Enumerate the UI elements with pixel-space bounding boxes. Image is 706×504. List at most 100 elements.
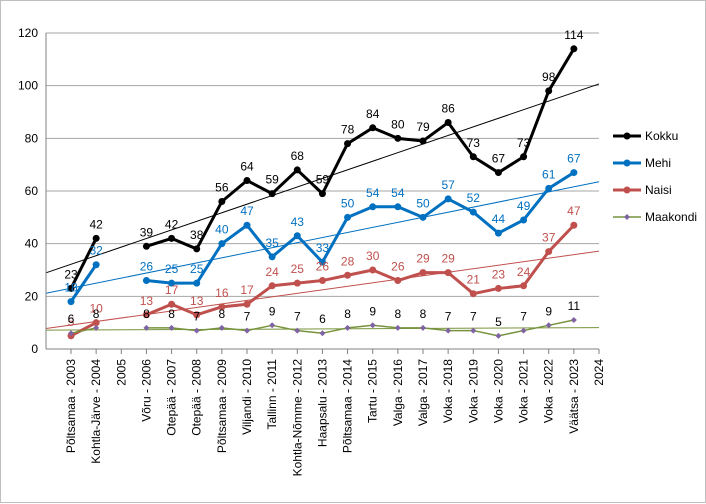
data-label-naisi: 30 — [366, 249, 380, 263]
x-tick-label: Väätsa - 2023 — [567, 359, 581, 434]
x-tick-label: Põltsamaa - 2009 — [215, 359, 229, 453]
data-label-maakondi: 8 — [168, 307, 175, 321]
data-label-naisi: 26 — [316, 260, 330, 274]
series-line-naisi — [145, 224, 575, 317]
data-label-naisi: 37 — [542, 231, 556, 245]
data-label-kokku: 38 — [190, 228, 204, 242]
data-label-kokku: 73 — [467, 136, 481, 150]
data-point-kokku — [243, 176, 251, 184]
data-point-maakondi — [294, 327, 301, 334]
legend-marker-mehi — [623, 159, 631, 167]
data-label-naisi: 24 — [265, 265, 279, 279]
series-line-mehi — [69, 263, 98, 303]
y-tick-label: 120 — [18, 26, 38, 40]
data-label-maakondi: 8 — [93, 307, 100, 321]
data-label-maakondi: 8 — [344, 307, 351, 321]
data-label-mehi: 40 — [215, 223, 229, 237]
data-point-mehi — [193, 279, 201, 287]
data-point-mehi — [469, 208, 477, 216]
data-label-maakondi: 7 — [294, 310, 301, 324]
data-point-mehi — [92, 261, 100, 269]
trendline-mehi — [45, 181, 600, 294]
data-point-maakondi — [269, 322, 276, 329]
data-label-naisi: 17 — [165, 283, 179, 297]
data-point-mehi — [67, 298, 75, 306]
data-label-kokku: 59 — [316, 173, 330, 187]
data-label-kokku: 84 — [366, 107, 380, 121]
trendline-kokku — [45, 83, 600, 274]
data-point-naisi — [369, 266, 377, 274]
x-tick-label: Haapsalu - 2013 — [315, 359, 329, 447]
y-tick-label: 80 — [25, 131, 39, 145]
data-label-maakondi: 8 — [420, 307, 427, 321]
data-point-kokku — [268, 190, 276, 198]
data-point-maakondi — [93, 324, 100, 331]
data-point-kokku — [545, 87, 553, 95]
data-point-kokku — [168, 234, 176, 242]
data-point-mehi — [444, 195, 452, 203]
data-point-kokku — [394, 134, 402, 142]
series-line-mehi — [146, 171, 575, 285]
data-label-kokku: 73 — [517, 136, 531, 150]
data-label-naisi: 47 — [567, 204, 581, 218]
data-label-maakondi: 9 — [545, 304, 552, 318]
data-point-kokku — [494, 169, 502, 177]
data-label-kokku: 64 — [240, 159, 254, 173]
data-label-naisi: 13 — [190, 294, 204, 308]
data-label-maakondi: 8 — [219, 307, 226, 321]
legend-label-mehi: Mehi — [645, 156, 671, 170]
y-tick-label: 0 — [31, 342, 38, 356]
data-label-mehi: 33 — [316, 241, 330, 255]
x-tick-label: Tartu - 2015 — [366, 359, 380, 423]
data-point-mehi — [369, 203, 377, 211]
data-label-naisi: 26 — [391, 260, 405, 274]
data-point-maakondi — [369, 322, 376, 329]
data-label-naisi: 24 — [517, 265, 531, 279]
data-label-maakondi: 8 — [395, 307, 402, 321]
y-tick-label: 20 — [25, 289, 39, 303]
data-point-mehi — [545, 184, 553, 192]
data-point-maakondi — [319, 330, 326, 337]
data-point-kokku — [570, 45, 578, 53]
data-point-kokku — [218, 198, 226, 206]
x-tick-label: 2005 — [114, 359, 128, 386]
data-point-kokku — [344, 140, 352, 148]
data-point-maakondi — [168, 324, 175, 331]
data-label-kokku: 79 — [416, 120, 430, 134]
x-tick-label: Voka - 2020 — [491, 359, 505, 423]
data-label-kokku: 39 — [140, 225, 154, 239]
data-label-kokku: 98 — [542, 70, 556, 84]
data-point-mehi — [293, 232, 301, 240]
series-line-naisi — [70, 321, 97, 338]
data-point-maakondi — [68, 330, 74, 337]
data-point-maakondi — [394, 324, 401, 331]
data-label-kokku: 42 — [165, 217, 179, 231]
data-point-naisi — [168, 300, 176, 308]
data-label-mehi: 35 — [265, 236, 279, 250]
data-point-maakondi — [520, 327, 527, 334]
x-tick-label: 2024 — [592, 359, 606, 386]
series-line-kokku — [145, 48, 576, 251]
data-label-naisi: 13 — [140, 294, 154, 308]
data-point-kokku — [369, 124, 377, 132]
data-label-maakondi: 6 — [68, 312, 75, 326]
data-label-mehi: 25 — [190, 262, 204, 276]
data-point-maakondi — [495, 332, 502, 339]
data-label-mehi: 25 — [165, 262, 179, 276]
data-label-maakondi: 7 — [244, 310, 251, 324]
x-tick-label: Põltsamaa - 2003 — [64, 359, 78, 453]
x-tick-label: Valga - 2017 — [416, 359, 430, 426]
data-label-naisi: 29 — [441, 252, 455, 266]
data-label-kokku: 86 — [441, 102, 455, 116]
data-label-kokku: 59 — [265, 173, 279, 187]
data-point-mehi — [243, 221, 251, 229]
data-point-naisi — [218, 303, 226, 311]
data-point-maakondi — [218, 324, 225, 331]
data-point-naisi — [545, 248, 553, 256]
data-label-kokku: 42 — [89, 217, 103, 231]
data-label-kokku: 78 — [341, 123, 355, 137]
data-point-naisi — [193, 311, 201, 319]
data-point-mehi — [520, 216, 528, 224]
data-point-naisi — [520, 282, 528, 290]
